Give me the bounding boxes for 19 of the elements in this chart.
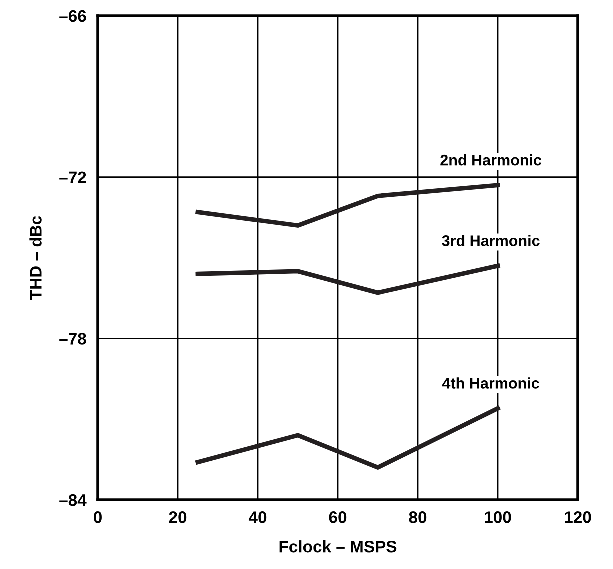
series-label: 4th Harmonic xyxy=(442,378,540,389)
y-tick-label: –78 xyxy=(60,333,86,345)
line-series xyxy=(196,183,500,228)
y-tick-label: –84 xyxy=(60,494,87,506)
x-tick-label: 0 xyxy=(94,512,102,524)
x-tick-label: 40 xyxy=(248,512,267,524)
x-axis-title: Fclock – MSPS xyxy=(280,540,397,553)
line-series xyxy=(196,406,500,470)
x-tick-label: 120 xyxy=(565,512,592,524)
series-label: 2nd Harmonic xyxy=(440,154,542,166)
y-axis-title: THD – dBc xyxy=(30,216,42,300)
series-label: 3rd Harmonic xyxy=(442,235,540,246)
x-tick-label: 60 xyxy=(329,512,347,524)
y-tick-label: –66 xyxy=(60,10,86,22)
x-tick-label: 100 xyxy=(485,512,512,524)
y-tick-label: –72 xyxy=(60,172,86,184)
line-series xyxy=(196,264,500,296)
x-tick-label: 80 xyxy=(409,512,427,524)
x-tick-label: 20 xyxy=(169,512,187,524)
